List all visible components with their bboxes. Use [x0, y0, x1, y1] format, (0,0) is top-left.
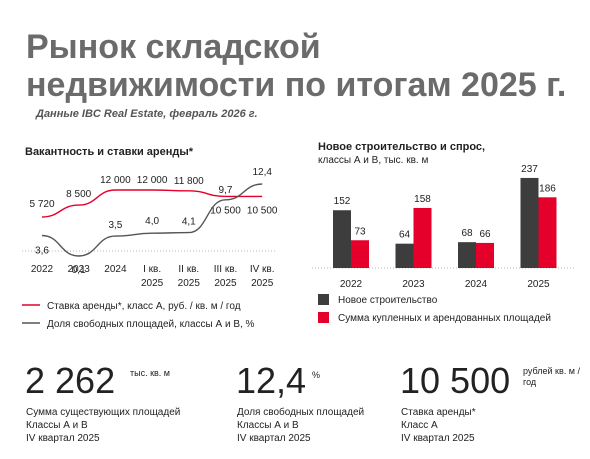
- caption-line: Доля свободных площадей: [237, 407, 365, 418]
- legend-label: Ставка аренды*, класс А, руб. / кв. м / …: [47, 300, 241, 312]
- value-label: 0,1: [72, 265, 86, 276]
- value-label: 66: [479, 229, 491, 240]
- value-label: 3,5: [108, 220, 122, 231]
- bar: [458, 242, 476, 268]
- series-line: [41, 183, 263, 257]
- value-label: 12 000: [137, 175, 168, 186]
- x-tick-label: 2022: [340, 279, 363, 290]
- value-label: 12,4: [252, 167, 272, 178]
- kpi-unit: тыс. кв. м: [130, 368, 170, 378]
- value-label: 10 500: [247, 205, 278, 216]
- bar: [476, 242, 494, 268]
- title-line: недвижимости по итогам 2025 г.: [26, 66, 567, 104]
- value-label: 73: [354, 226, 366, 237]
- value-label: 4,1: [182, 217, 196, 228]
- chart-title: Вакантность и ставки аренды*: [25, 146, 194, 158]
- x-tick-label: 2023: [67, 264, 90, 275]
- value-label: 152: [334, 196, 351, 207]
- kpi-value: 12,4: [236, 360, 307, 401]
- legend-label: Новое строительство: [338, 295, 438, 306]
- legend-swatch: [318, 294, 329, 305]
- bar: [333, 210, 351, 268]
- value-label: 68: [461, 228, 473, 239]
- chart-title: Новое строительство и спрос,: [318, 141, 485, 153]
- caption-line: Ставка аренды*: [401, 407, 476, 418]
- kpi-unit: рублей кв. м / год: [523, 366, 580, 387]
- value-label: 237: [521, 164, 538, 175]
- x-tick-label: 2023: [402, 279, 425, 290]
- value-label: 186: [539, 183, 556, 194]
- caption-line: Сумма существующих площадей: [26, 407, 181, 418]
- x-tick-label: 2025: [527, 279, 550, 290]
- value-label: 64: [399, 230, 411, 241]
- value-label: 8 500: [66, 189, 91, 200]
- caption-line: Классы А и В: [237, 420, 299, 431]
- chart-subtitle: классы А и В, тыс. кв. м: [318, 155, 428, 166]
- title-line: Рынок складской: [26, 28, 321, 66]
- kpi-value: 2 262: [25, 360, 116, 401]
- bar: [520, 177, 539, 268]
- kpi-caption: Сумма существующих площадей Классы А и В I…: [26, 406, 180, 445]
- source: Данные IBC Real Estate, февраль 2026 г.: [36, 108, 258, 120]
- kpi-caption: Доля свободных площадей Классы А и В IV кв…: [237, 406, 364, 445]
- legend-label: Доля свободных площадей, классы А и В, %: [47, 318, 255, 330]
- legend-swatch: [318, 312, 329, 323]
- kpi-caption: Ставка аренды* Класс А IV квартал 2025: [401, 406, 476, 445]
- x-tick-label: 2024: [465, 279, 488, 290]
- caption-line: IV квартал 2025: [26, 433, 100, 444]
- x-tick-label: 2022: [30, 264, 54, 275]
- value-label: 158: [414, 194, 431, 205]
- x-tick-label: I кв. 2025: [140, 264, 164, 289]
- caption-line: IV квартал 2025: [237, 433, 311, 444]
- legend-label: Сумма купленных и арендованных площадей: [338, 313, 551, 324]
- bar: [351, 240, 369, 268]
- value-label: 11 800: [174, 176, 204, 187]
- caption-line: Класс А: [401, 420, 438, 431]
- value-label: 10 500: [210, 205, 241, 216]
- kpi-unit: %: [312, 370, 321, 380]
- caption-line: IV квартал 2025: [401, 433, 475, 444]
- x-tick-label: IV кв. 2025: [249, 264, 275, 289]
- x-tick-label: III кв. 2025: [213, 264, 238, 289]
- series-line: [41, 189, 263, 218]
- value-label: 5 720: [29, 199, 54, 210]
- x-tick-label: 2024: [104, 264, 127, 275]
- value-label: 12 000: [100, 175, 131, 186]
- kpi-value: 10 500: [400, 360, 511, 401]
- value-label: 9,7: [219, 185, 233, 196]
- bar: [413, 207, 432, 268]
- value-label: 3,6: [35, 246, 49, 257]
- x-tick-label: II кв. 2025: [177, 264, 200, 289]
- bar: [395, 243, 414, 268]
- caption-line: Классы А и В: [26, 420, 88, 431]
- value-label: 4,0: [145, 216, 159, 227]
- bar: [538, 197, 557, 268]
